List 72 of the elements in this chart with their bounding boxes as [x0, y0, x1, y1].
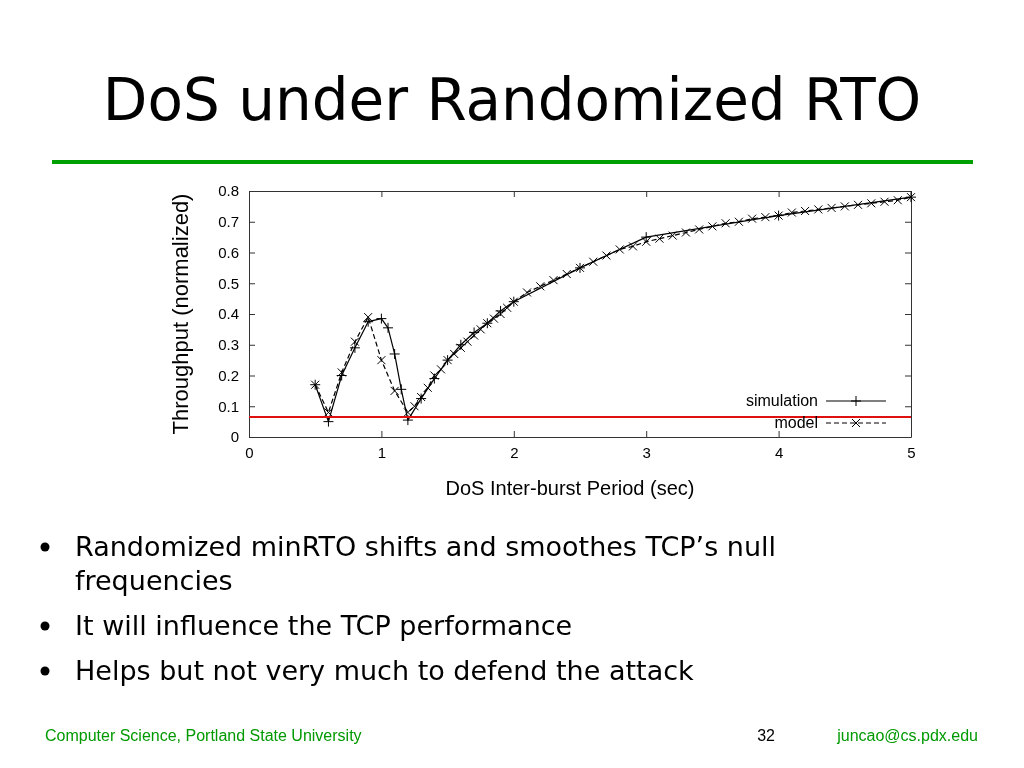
- point: [403, 407, 413, 417]
- point: [502, 303, 512, 313]
- y-tick-label: 0.3: [218, 336, 239, 354]
- x-tick-label: 5: [907, 443, 916, 461]
- point: [840, 201, 850, 211]
- point: [362, 316, 374, 328]
- text: Randomized minRTO shifts and smoothes TCP’s null frequencies: [75, 531, 777, 596]
- point: [747, 214, 757, 224]
- point: [363, 312, 373, 322]
- legend-label: model: [774, 414, 818, 431]
- text: Helps but not very much to defend the attack: [75, 655, 695, 686]
- point: [734, 217, 744, 227]
- point: [654, 234, 664, 244]
- chart-title: DoS under Randomized RTO: [102, 66, 922, 134]
- y-tick-label: 0.8: [218, 182, 239, 200]
- point: [853, 200, 863, 210]
- point: [787, 208, 797, 218]
- point: [350, 337, 360, 347]
- x-tick-label: 0: [245, 443, 254, 461]
- point: [337, 367, 347, 377]
- point: [707, 221, 717, 231]
- point: [866, 198, 876, 208]
- point: [588, 257, 598, 267]
- point: [522, 287, 532, 297]
- text: juncao@cs.pdx.edu: [836, 727, 978, 744]
- x-tick-label: 4: [774, 443, 784, 461]
- y-tick-label: 0.2: [218, 366, 239, 384]
- point: [349, 342, 361, 354]
- point: [813, 204, 823, 214]
- text: Computer Science, Portland State University: [45, 727, 362, 744]
- point: [375, 313, 387, 325]
- legend-label: simulation: [745, 392, 818, 409]
- point: [382, 322, 394, 334]
- x-tick-label: 1: [377, 443, 387, 461]
- point: [402, 414, 414, 426]
- point: [429, 371, 439, 380]
- point: [681, 228, 691, 238]
- point: [601, 251, 611, 261]
- point: [760, 212, 770, 222]
- point: [827, 203, 837, 213]
- y-tick-label: 0.5: [218, 274, 239, 292]
- point: [549, 275, 559, 285]
- x-tick-label: 2: [510, 443, 519, 461]
- x-axis-title: DoS Inter-burst Period (sec): [445, 477, 695, 499]
- x-tick-label: 3: [642, 443, 651, 461]
- y-tick-label: 0.7: [218, 213, 239, 231]
- point: [390, 386, 400, 396]
- text: 32: [757, 727, 776, 744]
- point: [562, 269, 572, 279]
- point: [721, 218, 731, 228]
- y-tick-label: 0: [230, 428, 239, 446]
- y-axis-title: Throughput (normalized): [168, 193, 193, 435]
- point: [880, 197, 890, 207]
- point: [535, 281, 545, 291]
- point: [323, 407, 333, 417]
- y-tick-label: 0.4: [218, 305, 239, 323]
- point: [893, 195, 903, 205]
- point: [615, 244, 625, 254]
- point: [628, 241, 638, 251]
- point: [395, 383, 407, 395]
- point: [376, 355, 386, 365]
- y-tick-label: 0.1: [218, 397, 239, 415]
- point: [694, 224, 704, 234]
- point: [476, 324, 486, 334]
- point: [389, 348, 401, 360]
- point: [800, 206, 810, 216]
- text: It will influence the TCP performance: [75, 610, 573, 641]
- point: [640, 231, 652, 243]
- point: [496, 309, 506, 319]
- y-tick-label: 0.6: [218, 243, 239, 261]
- point: [668, 231, 678, 241]
- point: [456, 343, 466, 353]
